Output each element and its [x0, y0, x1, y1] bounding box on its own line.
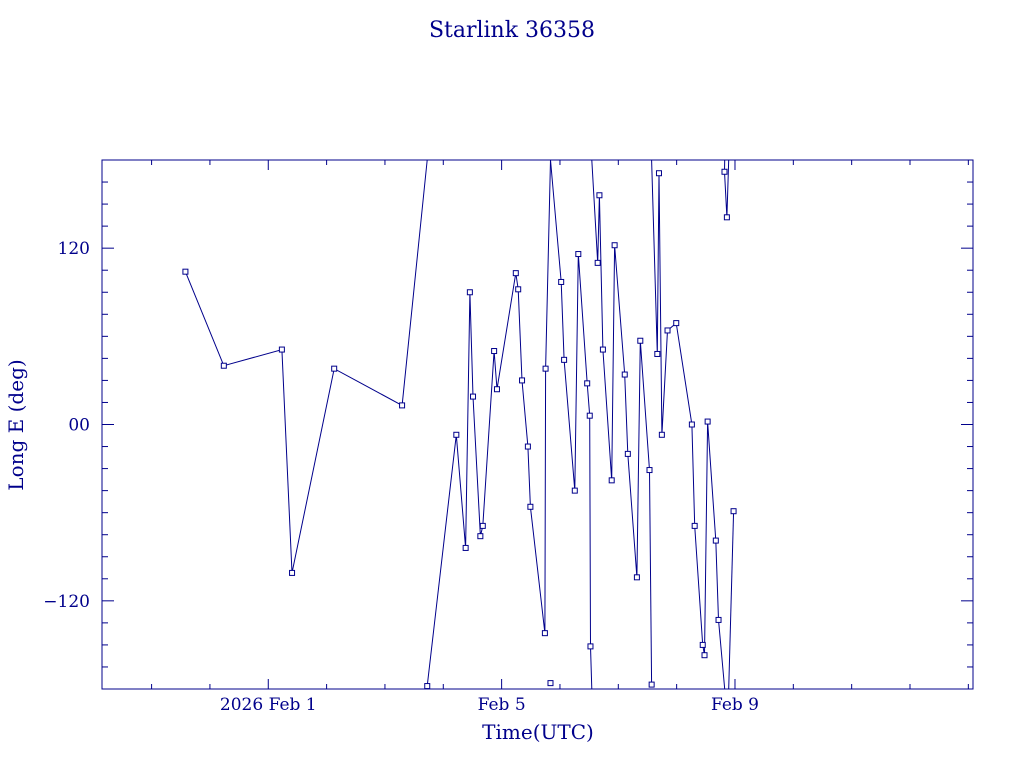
- data-point: [624, 450, 631, 457]
- data-point: [664, 327, 671, 334]
- plot-frame: [101, 159, 974, 690]
- data-point: [558, 278, 565, 285]
- data-point: [715, 616, 722, 623]
- data-point: [331, 365, 338, 372]
- data-point: [541, 630, 548, 637]
- x-axis-label: Time(UTC): [482, 720, 594, 744]
- data-point: [571, 487, 578, 494]
- data-point: [658, 431, 665, 438]
- data-point: [608, 477, 615, 484]
- data-point: [586, 412, 593, 419]
- data-point: [561, 356, 568, 363]
- data-point: [278, 346, 285, 353]
- y-tick-label: −120: [43, 592, 90, 612]
- data-point: [594, 259, 601, 266]
- data-point: [688, 421, 695, 428]
- data-point: [479, 522, 486, 529]
- data-point: [633, 574, 640, 581]
- data-point: [493, 386, 500, 393]
- data-point: [621, 371, 628, 378]
- data-point: [599, 346, 606, 353]
- data-point: [587, 643, 594, 650]
- series-line: [426, 159, 551, 687]
- data-point: [527, 503, 534, 510]
- tick-labels: 2026 Feb 1 Feb 5 Feb 9 120 00 −120: [43, 239, 759, 715]
- data-point: [721, 168, 728, 175]
- series-line: [591, 159, 653, 685]
- data-point: [424, 683, 431, 690]
- y-axis-label: Long E (deg): [4, 359, 28, 490]
- y-tick-label: 120: [58, 239, 90, 259]
- data-point: [515, 286, 522, 293]
- data-point: [399, 402, 406, 409]
- data-point: [575, 251, 582, 258]
- data-point: [673, 320, 680, 327]
- x-tick-label: Feb 5: [478, 695, 526, 715]
- data-point: [547, 680, 554, 687]
- data-point: [470, 393, 477, 400]
- data-point: [289, 569, 296, 576]
- data-point: [654, 350, 661, 357]
- series-line: [550, 159, 593, 690]
- data-point: [477, 533, 484, 540]
- series-line: [723, 159, 730, 218]
- x-tick-label: Feb 9: [711, 695, 759, 715]
- series-layer: [182, 159, 737, 690]
- data-point: [453, 431, 460, 438]
- data-point: [723, 214, 730, 221]
- data-point: [542, 365, 549, 372]
- data-point: [512, 270, 519, 277]
- data-point: [462, 544, 469, 551]
- data-point: [611, 242, 618, 249]
- data-point: [691, 522, 698, 529]
- data-point: [519, 377, 526, 384]
- data-point: [220, 362, 227, 369]
- data-point: [655, 170, 662, 177]
- data-point: [491, 348, 498, 355]
- series-line: [728, 511, 735, 690]
- x-tick-label: 2026 Feb 1: [220, 695, 317, 715]
- data-point: [524, 443, 531, 450]
- data-point: [182, 268, 189, 275]
- data-point: [730, 508, 737, 515]
- data-point: [701, 652, 708, 659]
- plot-border: [101, 159, 974, 690]
- data-point: [584, 380, 591, 387]
- data-point: [699, 641, 706, 648]
- data-point: [712, 537, 719, 544]
- data-point: [646, 467, 653, 474]
- data-point: [466, 289, 473, 296]
- data-point: [648, 681, 655, 688]
- axis-ticks: [102, 160, 973, 689]
- data-point: [596, 192, 603, 199]
- data-point: [637, 337, 644, 344]
- y-tick-label: 00: [68, 416, 90, 436]
- chart-title: Starlink 36358: [429, 18, 595, 43]
- data-point: [704, 418, 711, 425]
- series-line: [651, 159, 726, 690]
